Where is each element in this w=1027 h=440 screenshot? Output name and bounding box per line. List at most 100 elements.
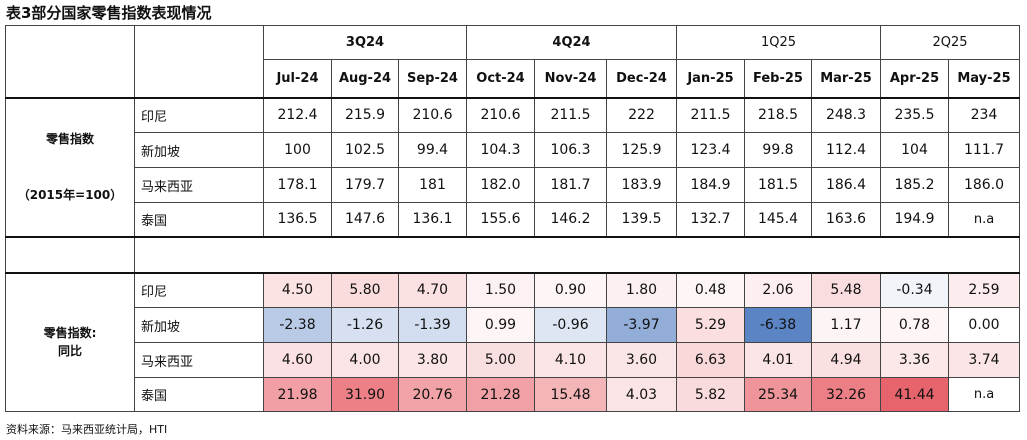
index-value-cell: 179.7: [331, 167, 399, 203]
yoy-value-cell: 0.90: [534, 271, 607, 308]
index-section-label: 零售指数 （2015年=100）: [5, 96, 135, 237]
month-header: Jul-24: [263, 59, 332, 98]
yoy-value-cell: 4.10: [534, 342, 607, 378]
source-note: 资料来源：马来西亚统计局，HTI: [6, 423, 168, 436]
spacer-cell: [134, 235, 1020, 273]
yoy-value-cell: 4.00: [331, 342, 399, 378]
yoy-label-line2: 同比: [57, 344, 82, 359]
index-value-cell: 211.5: [676, 96, 745, 133]
quarter-header-1q25: 1Q25: [676, 25, 881, 60]
month-header: Nov-24: [534, 59, 607, 98]
index-value-cell: 185.2: [880, 167, 949, 203]
index-label-line1: 零售指数: [45, 132, 94, 146]
index-value-cell: 181: [398, 167, 467, 203]
index-value-cell: 212.4: [263, 96, 332, 133]
index-value-cell: 125.9: [606, 132, 677, 168]
yoy-value-cell: 31.90: [331, 377, 399, 412]
index-label-line2: （2015年=100）: [17, 188, 123, 202]
index-value-cell: 186.0: [948, 167, 1020, 203]
yoy-value-cell: 1.17: [811, 307, 881, 343]
month-header: Mar-25: [811, 59, 881, 98]
yoy-value-cell: 0.48: [676, 271, 745, 308]
month-header: Jan-25: [676, 59, 745, 98]
table-row: 新加坡 100 102.5 99.4 104.3 106.3 125.9 123…: [6, 132, 1020, 168]
quarter-header-row: 3Q24 4Q24 1Q25 2Q25: [5, 25, 1020, 98]
index-value-cell: 112.4: [811, 132, 881, 168]
blank-corner-cell: [5, 25, 135, 98]
table-row: 马来西亚 4.60 4.00 3.80 5.00 4.10 3.60 6.63 …: [6, 342, 1020, 378]
index-value-cell: 181.5: [744, 167, 812, 203]
yoy-value-cell: 2.59: [948, 271, 1020, 308]
month-header: Sep-24: [398, 59, 467, 98]
yoy-value-cell: 0.78: [880, 307, 949, 343]
index-value-cell: 163.6: [811, 202, 881, 237]
index-value-cell: 210.6: [398, 96, 467, 133]
index-value-cell: 136.5: [263, 202, 332, 237]
yoy-value-cell: 3.36: [880, 342, 949, 378]
index-value-cell: 155.6: [466, 202, 535, 237]
index-value-cell: 186.4: [811, 167, 881, 203]
month-header: Aug-24: [331, 59, 399, 98]
yoy-value-cell: 1.80: [606, 271, 677, 308]
quarter-header-2q25: 2Q25: [880, 25, 1020, 60]
index-value-cell: 183.9: [606, 167, 677, 203]
yoy-value-cell: 5.82: [676, 377, 745, 412]
country-cell: 泰国: [134, 377, 264, 412]
index-value-cell: 111.7: [948, 132, 1020, 168]
country-cell: 泰国: [134, 202, 264, 237]
yoy-label-line1: 零售指数:: [43, 326, 97, 341]
yoy-value-cell: 2.06: [744, 271, 812, 308]
table-row: 零售指数 （2015年=100） 印尼 212.4 215.9 210.6 21…: [5, 96, 1020, 237]
table-row: 马来西亚 178.1 179.7 181 182.0 181.7 183.9 1…: [6, 167, 1020, 203]
spacer-row: [5, 235, 1020, 273]
table-row: 新加坡 -2.38 -1.26 -1.39 0.99 -0.96 -3.97 5…: [6, 307, 1020, 343]
country-cell: 印尼: [134, 96, 264, 133]
table-row: 泰国 21.98 31.90 20.76 21.28 15.48 4.03 5.…: [6, 377, 1020, 412]
index-value-cell: 218.5: [744, 96, 812, 133]
yoy-value-cell: 4.60: [263, 342, 332, 378]
index-value-cell: 145.4: [744, 202, 812, 237]
yoy-value-cell: 4.70: [398, 271, 467, 308]
yoy-value-cell: 4.50: [263, 271, 332, 308]
index-value-cell: 194.9: [880, 202, 949, 237]
country-cell: 马来西亚: [134, 342, 264, 378]
index-value-cell: n.a: [948, 202, 1020, 237]
index-value-cell: 99.4: [398, 132, 467, 168]
index-value-cell: 181.7: [534, 167, 607, 203]
index-value-cell: 99.8: [744, 132, 812, 168]
country-cell: 新加坡: [134, 132, 264, 168]
yoy-value-cell: 4.03: [606, 377, 677, 412]
yoy-value-cell: 6.63: [676, 342, 745, 378]
month-header: May-25: [948, 59, 1020, 98]
yoy-value-cell: 15.48: [534, 377, 607, 412]
index-value-cell: 136.1: [398, 202, 467, 237]
index-value-cell: 104: [880, 132, 949, 168]
yoy-value-cell: 0.99: [466, 307, 535, 343]
index-value-cell: 123.4: [676, 132, 745, 168]
index-value-cell: 184.9: [676, 167, 745, 203]
index-value-cell: 132.7: [676, 202, 745, 237]
index-value-cell: 106.3: [534, 132, 607, 168]
index-value-cell: 139.5: [606, 202, 677, 237]
table-row: 泰国 136.5 147.6 136.1 155.6 146.2 139.5 1…: [6, 202, 1020, 237]
yoy-value-cell: 5.00: [466, 342, 535, 378]
month-header: Dec-24: [606, 59, 677, 98]
yoy-value-cell: 20.76: [398, 377, 467, 412]
yoy-value-cell: 21.98: [263, 377, 332, 412]
yoy-value-cell: 1.50: [466, 271, 535, 308]
index-value-cell: 211.5: [534, 96, 607, 133]
quarter-header-3q24: 3Q24: [263, 25, 467, 60]
index-value-cell: 100: [263, 132, 332, 168]
index-value-cell: 178.1: [263, 167, 332, 203]
index-value-cell: 215.9: [331, 96, 399, 133]
yoy-value-cell: 32.26: [811, 377, 881, 412]
yoy-value-cell: -0.96: [534, 307, 607, 343]
index-value-cell: 182.0: [466, 167, 535, 203]
index-value-cell: 147.6: [331, 202, 399, 237]
yoy-value-cell: 4.01: [744, 342, 812, 378]
index-value-cell: 210.6: [466, 96, 535, 133]
yoy-section-label: 零售指数: 同比: [5, 271, 135, 412]
blank-country-header-cell: [134, 25, 264, 98]
yoy-value-cell: -1.39: [398, 307, 467, 343]
country-cell: 新加坡: [134, 307, 264, 343]
